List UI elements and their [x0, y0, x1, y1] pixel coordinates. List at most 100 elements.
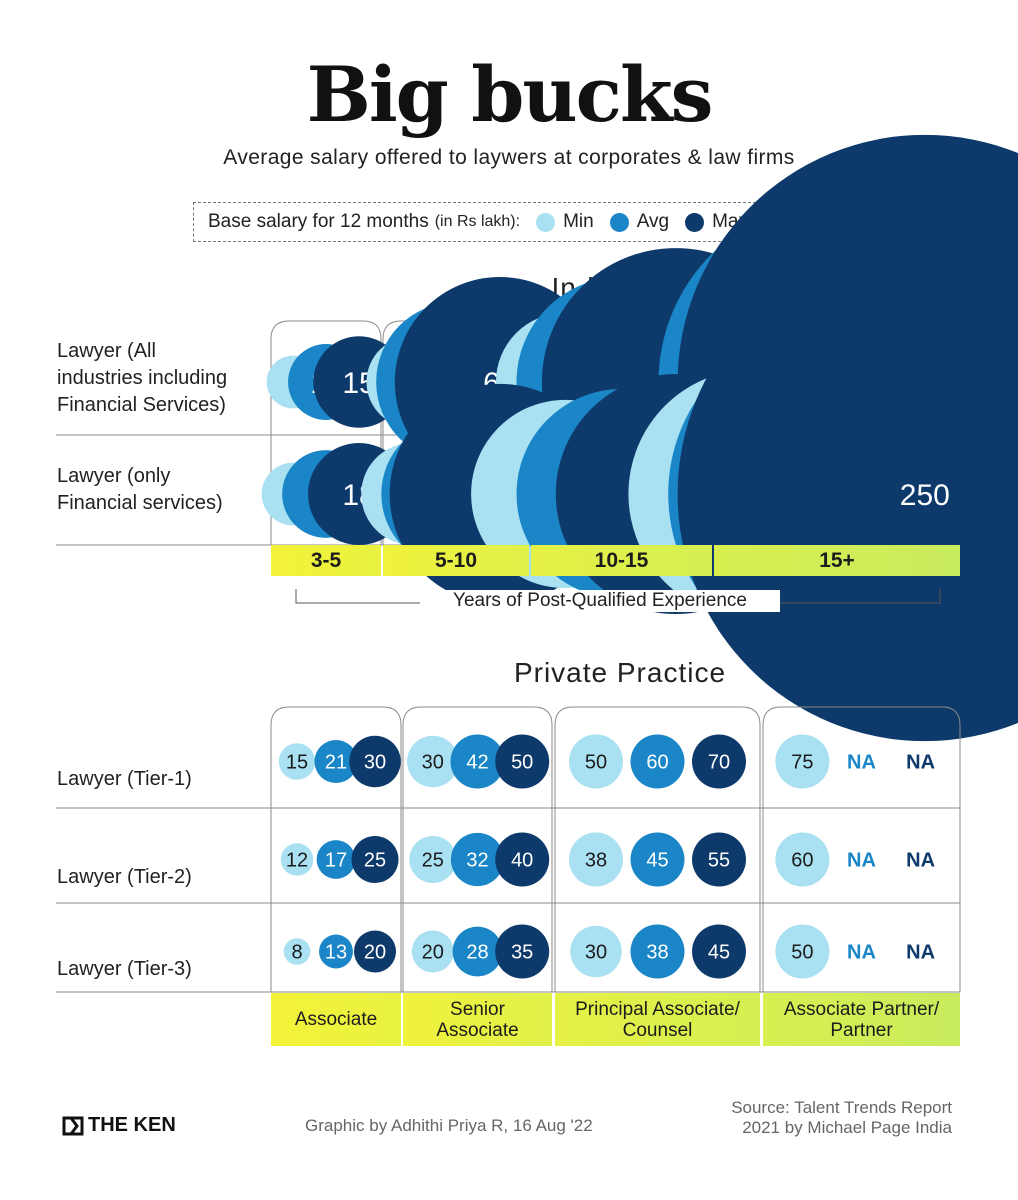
publisher-logo: THE KEN	[62, 1114, 176, 1137]
min-value-label: 8	[291, 942, 302, 964]
avg-value-label: 17	[325, 850, 347, 872]
legend-prefix: Base salary for 12 months	[208, 211, 429, 232]
ken-logo-icon	[62, 1116, 84, 1135]
private-section-title: Private Practice	[513, 657, 727, 688]
min-bubble	[407, 735, 459, 788]
min-value-label: 15	[286, 752, 308, 774]
source-line-2: 2021 by Michael Page India	[742, 1118, 952, 1137]
avg-value-label: 42	[466, 752, 488, 774]
category-band: Associate	[271, 993, 401, 1046]
max-value-label: 55	[708, 850, 730, 872]
min-value-label: 30	[422, 752, 444, 774]
row-label: Lawyer (only	[57, 465, 171, 487]
row-label: Lawyer (All	[57, 339, 156, 362]
avg-value-label: 21	[325, 752, 347, 774]
na-label: NA	[847, 850, 876, 872]
source-note: Source: Talent Trends Report 2021 by Mic…	[652, 1098, 952, 1138]
legend-min-label: Min	[563, 211, 594, 232]
min-bubble	[775, 832, 830, 887]
max-bubble	[349, 735, 401, 788]
category-label: Associate	[294, 1009, 378, 1030]
legend-min-swatch	[536, 212, 556, 232]
row-label: Lawyer (Tier-3)	[57, 958, 192, 980]
row-label: Lawyer (Tier-1)	[57, 768, 192, 790]
category-label: 5-10	[434, 548, 478, 572]
min-value-label: 38	[585, 850, 607, 872]
column-box	[402, 706, 553, 992]
avg-value-label: 32	[466, 850, 488, 872]
max-value-label: 20	[364, 942, 386, 964]
max-value-label: 30	[364, 752, 386, 774]
max-bubble	[677, 246, 1018, 742]
avg-bubble	[450, 832, 505, 887]
na-label: NA	[906, 752, 935, 774]
min-value-label: 25	[422, 850, 444, 872]
category-label: Principal Associate/	[575, 998, 740, 1020]
min-value-label: 20	[422, 942, 444, 964]
category-band: 10-15	[531, 545, 712, 576]
x-axis-title: Years of Post-Qualified Experience	[420, 590, 780, 612]
na-label: NA	[847, 752, 876, 774]
max-value-label: 50	[511, 752, 533, 774]
min-bubble	[411, 930, 454, 973]
avg-bubble	[319, 934, 353, 969]
min-value-label: 50	[791, 942, 813, 964]
row-label: Lawyer (Tier-2)	[57, 866, 192, 888]
avg-bubble	[630, 832, 685, 887]
avg-bubble	[630, 734, 685, 789]
min-value-label: 12	[286, 850, 308, 872]
max-value-label: 35	[511, 942, 533, 964]
max-bubble	[495, 734, 550, 789]
category-band: Associate Partner/Partner	[763, 993, 960, 1046]
category-label: Senior	[450, 998, 505, 1020]
avg-bubble	[630, 924, 685, 979]
category-label: Associate	[436, 1019, 519, 1041]
min-bubble	[775, 924, 830, 979]
max-bubble	[495, 832, 550, 887]
category-band: 15+	[714, 545, 960, 576]
min-bubble	[570, 925, 622, 978]
min-value-label: 75	[791, 752, 813, 774]
chart-title: Big bucks	[306, 50, 714, 139]
na-label: NA	[847, 942, 876, 964]
legend-avg-label: Avg	[636, 211, 670, 232]
category-band: Principal Associate/Counsel	[555, 993, 760, 1046]
category-band: Senior Associate	[403, 993, 552, 1046]
max-value-label: 45	[708, 942, 730, 964]
min-bubble	[569, 832, 623, 887]
category-band: 3-5	[271, 545, 381, 576]
category-label: Associate Partner/	[783, 998, 940, 1020]
min-value-label: 50	[585, 752, 607, 774]
legend-avg-swatch	[609, 212, 629, 232]
legend-max-swatch	[685, 212, 705, 232]
avg-bubble	[314, 739, 358, 784]
chart-subtitle: Average salary offered to laywers at cor…	[223, 146, 795, 169]
na-label: NA	[906, 942, 935, 964]
min-bubble	[283, 938, 311, 965]
min-bubble	[280, 843, 314, 876]
category-band: 5-10	[383, 545, 529, 576]
max-bubble	[495, 924, 550, 979]
max-value-label: 40	[511, 850, 533, 872]
column-box	[554, 706, 761, 992]
legend-unit: (in Rs lakh):	[434, 213, 521, 230]
min-bubble	[278, 743, 316, 780]
max-value-label: 70	[708, 752, 730, 774]
row-label: Financial Services)	[57, 393, 226, 416]
row-label: Financial services)	[57, 492, 223, 514]
avg-value-label: 60	[646, 752, 668, 774]
avg-value-label: 13	[325, 942, 347, 964]
category-label: Partner	[830, 1019, 893, 1041]
category-label: 15+	[819, 548, 855, 572]
column-box	[270, 320, 382, 545]
category-label: 3-5	[310, 548, 342, 572]
max-bubble	[692, 924, 746, 979]
logo-text: THE KEN	[88, 1114, 176, 1136]
source-line-1: Source: Talent Trends Report	[731, 1098, 952, 1117]
min-bubble	[569, 734, 623, 789]
graphic-credit: Graphic by Adhithi Priya R, 16 Aug '22	[305, 1116, 593, 1135]
na-label: NA	[906, 850, 935, 872]
max-value-label: 250	[900, 479, 950, 512]
avg-value-label: 38	[646, 942, 668, 964]
